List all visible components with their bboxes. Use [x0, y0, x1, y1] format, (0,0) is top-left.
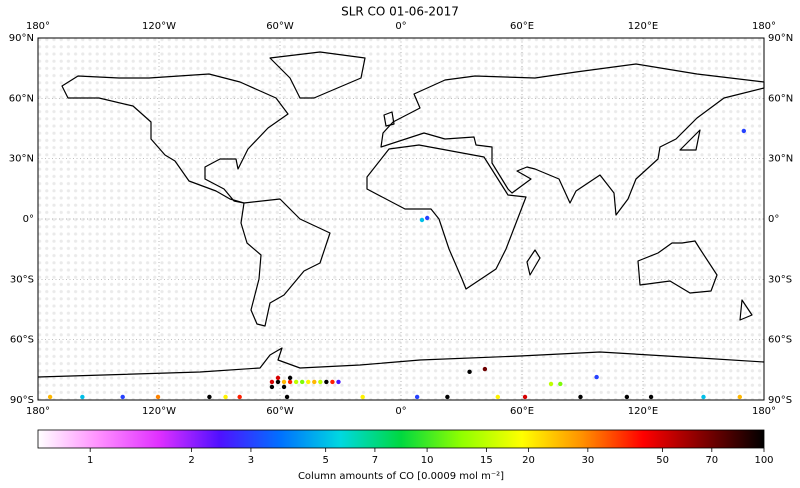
y-tick-label-right: 0° [768, 214, 779, 225]
observation-point [287, 375, 293, 381]
observation-point [281, 379, 287, 385]
observation-point [548, 381, 554, 387]
observation-point [281, 384, 287, 390]
map-frame [37, 37, 765, 401]
colorbar-tick-label: 70 [705, 455, 718, 466]
colorbar-tick-label: 10 [421, 455, 434, 466]
y-tick-label-right: 60°S [768, 335, 792, 346]
observation-point [578, 394, 583, 400]
colorbar-tick-label: 5 [322, 455, 328, 466]
observation-point [47, 394, 53, 400]
observation-point [741, 128, 747, 134]
observation-point [80, 394, 85, 400]
colorbar-tick-label: 1 [87, 455, 93, 466]
observation-point [522, 394, 528, 400]
y-tick-label: 30°N [9, 154, 34, 165]
observation-point [237, 394, 242, 400]
observation-point [312, 379, 317, 385]
x-tick-label: 120°E [628, 406, 658, 417]
x-tick-label-top: 180° [752, 21, 776, 32]
x-tick-label: 180° [26, 406, 50, 417]
observation-point [648, 394, 654, 400]
colorbar-tick-label: 7 [372, 455, 378, 466]
colorbar-tick-label: 20 [522, 455, 535, 466]
observation-point [467, 369, 472, 375]
observation-point [293, 379, 299, 385]
map-title: SLR CO 01-06-2017 [341, 5, 459, 19]
colorbar-tick-label: 50 [656, 455, 669, 466]
observation-point [336, 379, 341, 385]
observation-point [419, 217, 425, 223]
coastlines [37, 51, 765, 378]
y-tick-label: 60°N [9, 93, 34, 104]
colorbar-tick-label: 3 [248, 455, 254, 466]
colorbar-tick-label: 30 [581, 455, 594, 466]
observation-point [495, 394, 500, 400]
y-tick-label: 90°S [10, 395, 34, 406]
x-tick-label-top: 180° [26, 21, 50, 32]
colorbar [37, 429, 765, 449]
observation-point [324, 379, 329, 385]
y-tick-label-right: 60°N [768, 93, 793, 104]
observation-point [330, 379, 335, 385]
colorbar-label: Column amounts of CO [0.0009 mol m⁻²] [298, 471, 504, 482]
observation-point [414, 394, 420, 400]
x-tick-label-top: 0° [395, 21, 406, 32]
observation-point [223, 394, 228, 400]
y-tick-label-right: 90°S [768, 395, 792, 406]
observation-point [318, 379, 323, 385]
observation-point [701, 394, 706, 400]
observation-point [737, 394, 742, 400]
observation-point [287, 379, 293, 385]
observation-point [594, 374, 599, 380]
colorbar-tick-label: 2 [188, 455, 194, 466]
y-tick-label: 0° [23, 214, 34, 225]
observation-point [275, 375, 281, 381]
observation-point [558, 381, 563, 387]
observation-point [269, 384, 275, 390]
x-tick-label: 60°E [510, 406, 534, 417]
observation-point [269, 379, 275, 385]
y-tick-label: 60°S [10, 335, 34, 346]
observation-point [624, 394, 630, 400]
colorbar-tick-label: 100 [754, 455, 773, 466]
observation-point [482, 366, 488, 372]
x-tick-label-top: 120°E [628, 21, 658, 32]
y-tick-label-right: 30°S [768, 274, 792, 285]
observation-point [155, 394, 161, 400]
x-tick-label: 120°W [142, 406, 176, 417]
observation-point [360, 394, 365, 400]
x-tick-label-top: 60°E [510, 21, 534, 32]
observation-point [306, 379, 311, 385]
observation-point [425, 215, 430, 221]
observation-point [445, 394, 450, 400]
x-tick-label: 0° [395, 406, 406, 417]
observations [47, 128, 747, 400]
observation-point [299, 379, 305, 385]
y-tick-label-right: 30°N [768, 154, 793, 165]
x-tick-label-top: 120°W [142, 21, 176, 32]
observation-point [120, 394, 125, 400]
observation-point [207, 394, 212, 400]
x-tick-label: 180° [752, 406, 776, 417]
colorbar-tick-label: 15 [480, 455, 493, 466]
y-tick-label-right: 90°N [768, 33, 793, 44]
observation-point [275, 379, 281, 385]
x-tick-label: 60°W [266, 406, 294, 417]
observation-point [284, 394, 290, 400]
y-tick-label: 90°N [9, 33, 34, 44]
x-tick-label-top: 60°W [266, 21, 294, 32]
y-tick-label: 30°S [10, 274, 34, 285]
